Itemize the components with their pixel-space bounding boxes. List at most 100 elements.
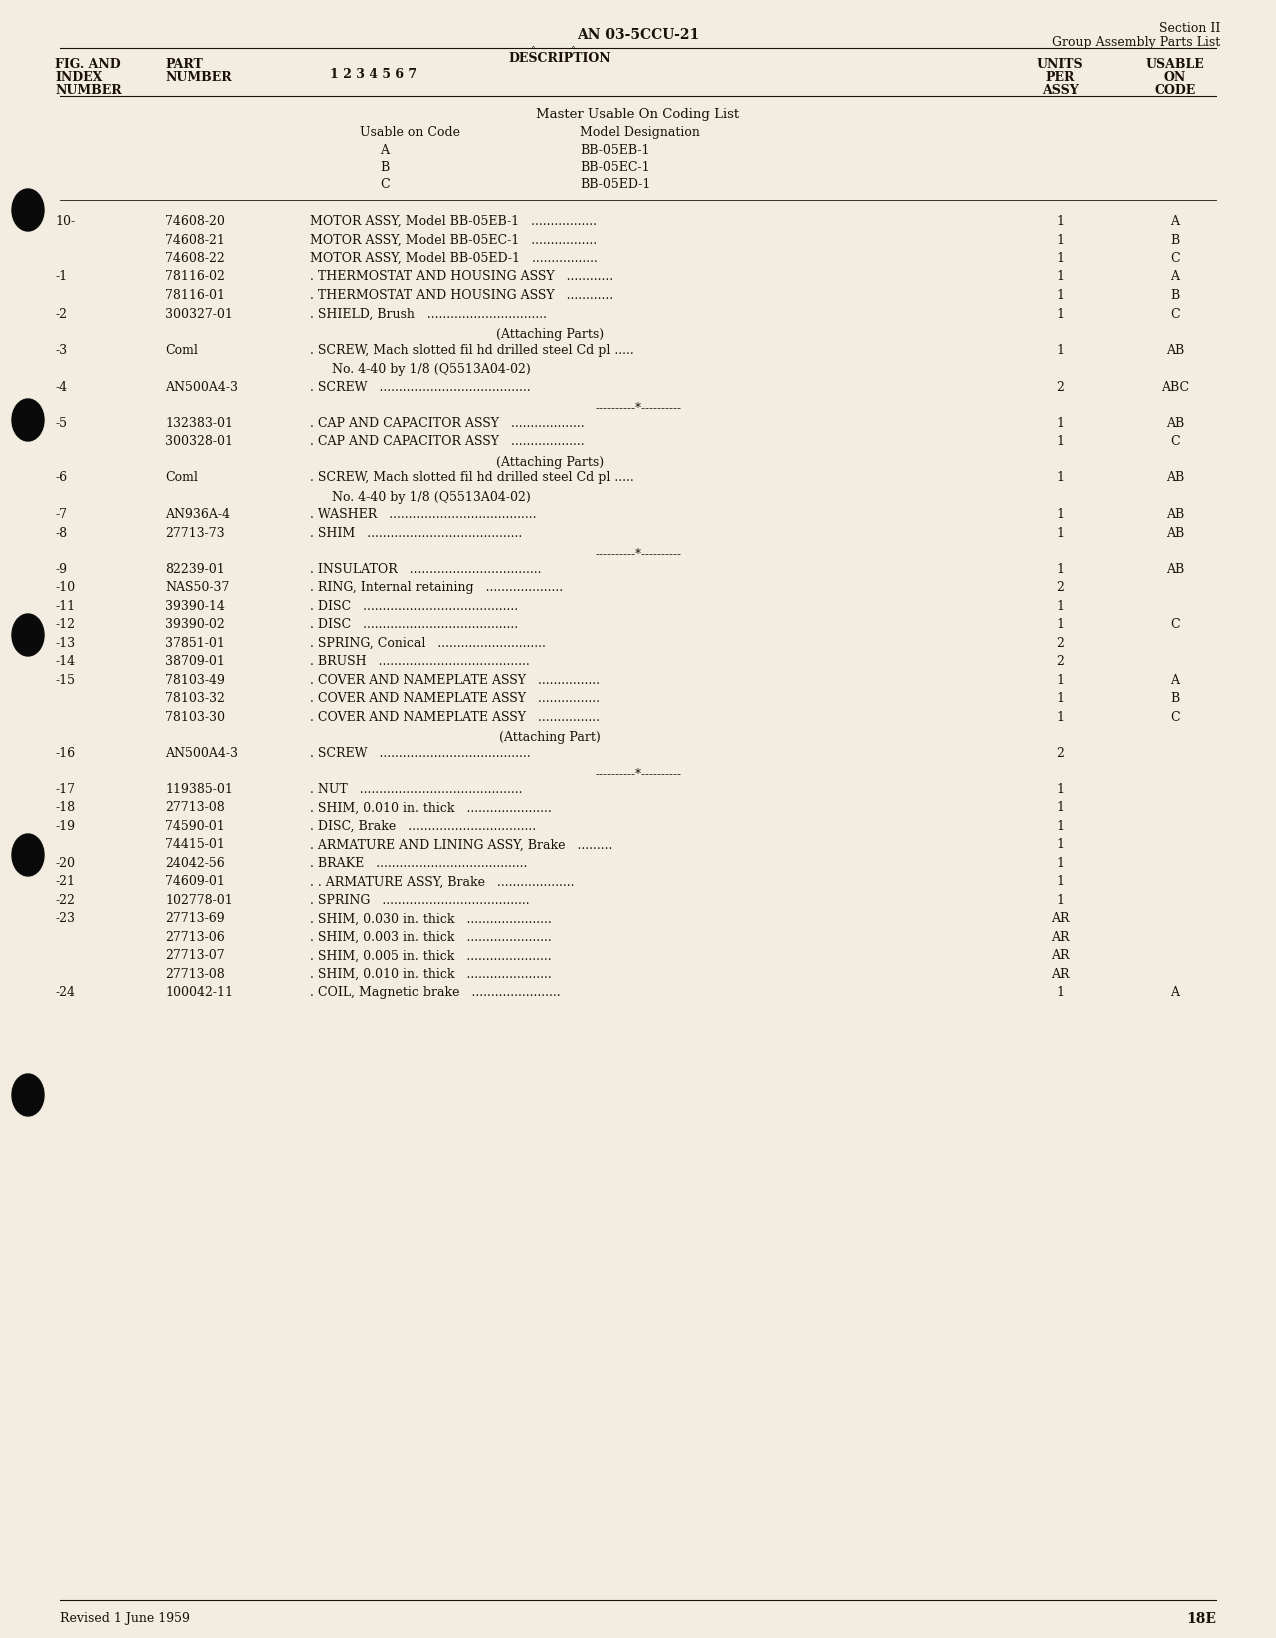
Text: . CAP AND CAPACITOR ASSY   ...................: . CAP AND CAPACITOR ASSY ...............… <box>310 416 584 429</box>
Text: AR: AR <box>1050 950 1069 963</box>
Text: UNITS: UNITS <box>1036 57 1083 70</box>
Text: . ARMATURE AND LINING ASSY, Brake   .........: . ARMATURE AND LINING ASSY, Brake ......… <box>310 839 612 852</box>
Text: 1: 1 <box>1057 783 1064 796</box>
Text: -19: -19 <box>55 821 75 834</box>
Text: CODE: CODE <box>1155 84 1196 97</box>
Text: Revised 1 June 1959: Revised 1 June 1959 <box>60 1612 190 1625</box>
Text: 300328-01: 300328-01 <box>165 436 234 449</box>
Text: -22: -22 <box>55 894 75 907</box>
Text: 1: 1 <box>1057 857 1064 870</box>
Text: 2: 2 <box>1057 637 1064 650</box>
Text: AR: AR <box>1050 912 1069 925</box>
Text: Master Usable On Coding List: Master Usable On Coding List <box>536 108 740 121</box>
Text: C: C <box>1170 252 1180 265</box>
Text: 1: 1 <box>1057 986 1064 999</box>
Text: 18E: 18E <box>1185 1612 1216 1627</box>
Text: . THERMOSTAT AND HOUSING ASSY   ............: . THERMOSTAT AND HOUSING ASSY ..........… <box>310 288 614 301</box>
Text: 1: 1 <box>1057 472 1064 485</box>
Text: . SPRING   ......................................: . SPRING ...............................… <box>310 894 530 907</box>
Text: . . ARMATURE ASSY, Brake   ....................: . . ARMATURE ASSY, Brake ...............… <box>310 875 574 888</box>
Ellipse shape <box>11 188 43 231</box>
Text: 1: 1 <box>1057 563 1064 577</box>
Text: Coml: Coml <box>165 344 198 357</box>
Text: . DISC   ........................................: . DISC .................................… <box>310 618 518 631</box>
Text: AB: AB <box>1166 508 1184 521</box>
Text: (Attaching Part): (Attaching Part) <box>499 731 601 744</box>
Text: 102778-01: 102778-01 <box>165 894 232 907</box>
Text: . COVER AND NAMEPLATE ASSY   ................: . COVER AND NAMEPLATE ASSY .............… <box>310 693 600 706</box>
Text: -6: -6 <box>55 472 68 485</box>
Text: -4: -4 <box>55 380 68 393</box>
Text: . BRUSH   .......................................: . BRUSH ................................… <box>310 655 530 668</box>
Text: ˄: ˄ <box>530 46 535 56</box>
Text: NUMBER: NUMBER <box>55 84 121 97</box>
Text: B: B <box>380 161 389 174</box>
Text: -16: -16 <box>55 747 75 760</box>
Text: -12: -12 <box>55 618 75 631</box>
Text: MOTOR ASSY, Model BB-05ED-1   .................: MOTOR ASSY, Model BB-05ED-1 ............… <box>310 252 598 265</box>
Text: . RING, Internal retaining   ....................: . RING, Internal retaining .............… <box>310 581 563 595</box>
Text: 1: 1 <box>1057 801 1064 814</box>
Text: -18: -18 <box>55 801 75 814</box>
Text: 27713-69: 27713-69 <box>165 912 225 925</box>
Text: . SCREW, Mach slotted fil hd drilled steel Cd pl .....: . SCREW, Mach slotted fil hd drilled ste… <box>310 472 634 485</box>
Text: -15: -15 <box>55 673 75 686</box>
Text: A: A <box>1170 673 1179 686</box>
Text: . SHIM, 0.003 in. thick   ......................: . SHIM, 0.003 in. thick ................… <box>310 930 551 943</box>
Text: -14: -14 <box>55 655 75 668</box>
Text: . SCREW   .......................................: . SCREW ................................… <box>310 747 531 760</box>
Text: -17: -17 <box>55 783 75 796</box>
Text: . SHIM, 0.010 in. thick   ......................: . SHIM, 0.010 in. thick ................… <box>310 968 551 981</box>
Text: No. 4-40 by 1/8 (Q5513A04-02): No. 4-40 by 1/8 (Q5513A04-02) <box>332 364 531 377</box>
Text: 27713-07: 27713-07 <box>165 950 225 963</box>
Text: AR: AR <box>1050 968 1069 981</box>
Text: 1: 1 <box>1057 416 1064 429</box>
Text: 1: 1 <box>1057 527 1064 541</box>
Text: 74590-01: 74590-01 <box>165 821 225 834</box>
Text: . SHIM, 0.005 in. thick   ......................: . SHIM, 0.005 in. thick ................… <box>310 950 551 963</box>
Text: 1: 1 <box>1057 875 1064 888</box>
Text: BB-05EB-1: BB-05EB-1 <box>581 144 649 157</box>
Text: C: C <box>1170 711 1180 724</box>
Text: 1: 1 <box>1057 618 1064 631</box>
Text: USABLE: USABLE <box>1146 57 1205 70</box>
Ellipse shape <box>11 400 43 441</box>
Text: 2: 2 <box>1057 581 1064 595</box>
Text: C: C <box>1170 308 1180 321</box>
Text: . SHIELD, Brush   ...............................: . SHIELD, Brush ........................… <box>310 308 547 321</box>
Text: 78103-30: 78103-30 <box>165 711 225 724</box>
Text: 1: 1 <box>1057 508 1064 521</box>
Text: 300327-01: 300327-01 <box>165 308 234 321</box>
Text: Usable on Code: Usable on Code <box>360 126 461 139</box>
Text: 1: 1 <box>1057 308 1064 321</box>
Text: . COIL, Magnetic brake   .......................: . COIL, Magnetic brake .................… <box>310 986 560 999</box>
Text: Coml: Coml <box>165 472 198 485</box>
Text: -13: -13 <box>55 637 75 650</box>
Text: AN500A4-3: AN500A4-3 <box>165 380 239 393</box>
Text: . SHIM   ........................................: . SHIM .................................… <box>310 527 522 541</box>
Text: 100042-11: 100042-11 <box>165 986 234 999</box>
Text: Group Assembly Parts List: Group Assembly Parts List <box>1051 36 1220 49</box>
Text: ON: ON <box>1164 70 1187 84</box>
Text: 74608-22: 74608-22 <box>165 252 225 265</box>
Text: 24042-56: 24042-56 <box>165 857 225 870</box>
Text: 1: 1 <box>1057 821 1064 834</box>
Text: AR: AR <box>1050 930 1069 943</box>
Text: . SCREW   .......................................: . SCREW ................................… <box>310 380 531 393</box>
Text: A: A <box>1170 270 1179 283</box>
Text: -9: -9 <box>55 563 68 577</box>
Text: 74608-21: 74608-21 <box>165 234 225 246</box>
Text: 1: 1 <box>1057 215 1064 228</box>
Text: . SCREW, Mach slotted fil hd drilled steel Cd pl .....: . SCREW, Mach slotted fil hd drilled ste… <box>310 344 634 357</box>
Text: . SHIM, 0.010 in. thick   ......................: . SHIM, 0.010 in. thick ................… <box>310 801 551 814</box>
Text: AN936A-4: AN936A-4 <box>165 508 230 521</box>
Text: DESCRIPTION: DESCRIPTION <box>509 52 611 66</box>
Text: B: B <box>1170 234 1179 246</box>
Text: 39390-14: 39390-14 <box>165 600 225 613</box>
Text: Model Designation: Model Designation <box>581 126 699 139</box>
Text: (Attaching Parts): (Attaching Parts) <box>496 455 604 468</box>
Text: . SHIM, 0.030 in. thick   ......................: . SHIM, 0.030 in. thick ................… <box>310 912 551 925</box>
Text: 1 2 3 4 5 6 7: 1 2 3 4 5 6 7 <box>330 69 417 80</box>
Text: . BRAKE   .......................................: . BRAKE ................................… <box>310 857 527 870</box>
Text: B: B <box>1170 693 1179 706</box>
